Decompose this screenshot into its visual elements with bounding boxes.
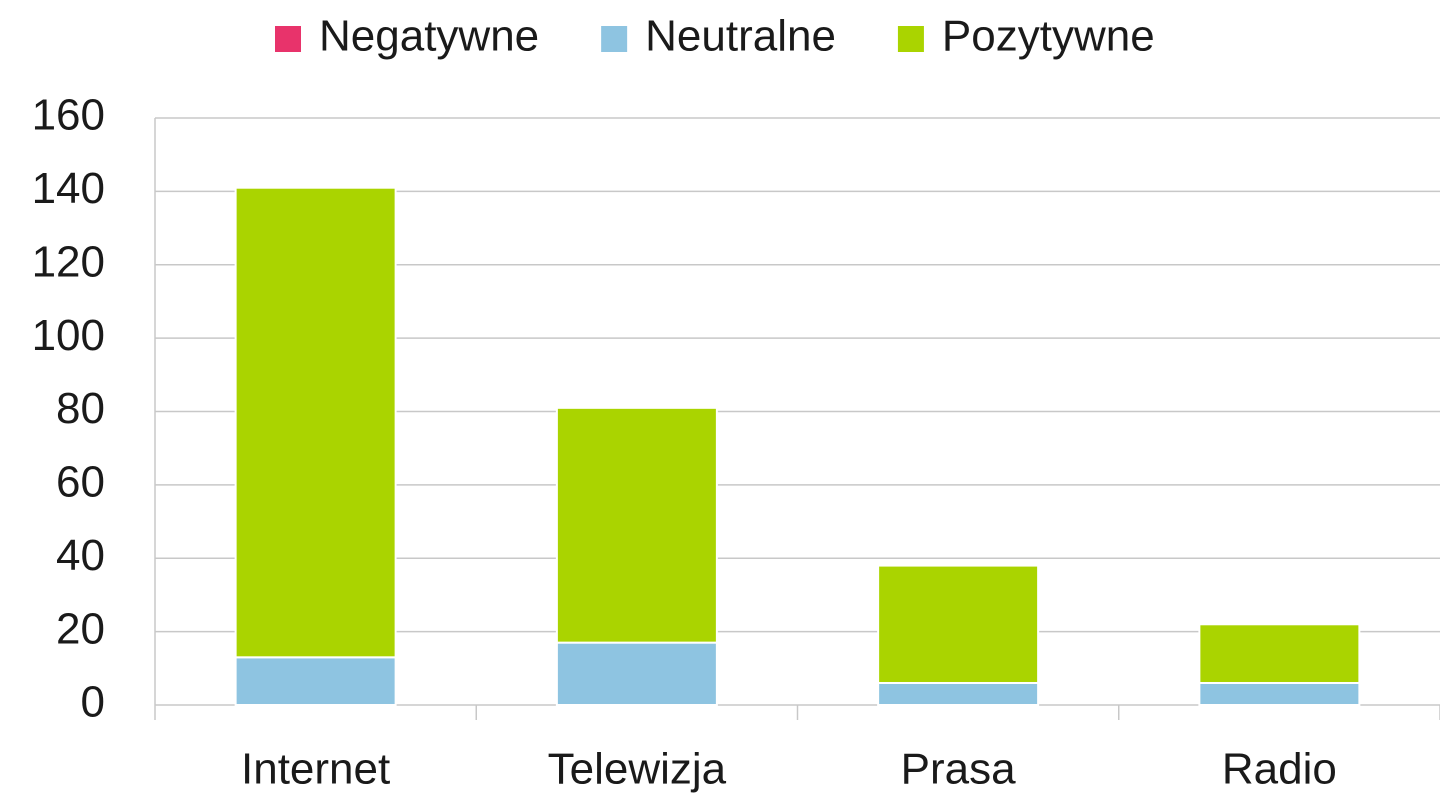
y-tick-label: 140 — [32, 164, 105, 213]
y-tick-label: 0 — [81, 678, 105, 727]
x-tick-label: Internet — [241, 745, 390, 794]
legend-label: Pozytywne — [942, 12, 1155, 61]
bar-segment — [555, 641, 718, 706]
y-tick-label: 20 — [56, 604, 105, 653]
legend-swatch — [275, 26, 301, 52]
legend-label: Neutralne — [645, 12, 836, 61]
y-tick-label: 100 — [32, 311, 105, 360]
x-tick-label: Prasa — [901, 745, 1016, 794]
bar-segment — [234, 656, 397, 707]
bar-segment — [877, 564, 1040, 684]
y-tick-label: 160 — [32, 91, 105, 140]
x-tick-label: Radio — [1222, 745, 1337, 794]
legend-swatch — [601, 26, 628, 52]
bar-segment — [1198, 681, 1361, 706]
legend-label: Negatywne — [319, 12, 539, 61]
bar-segment — [234, 186, 397, 659]
bar-segment — [1198, 623, 1361, 684]
y-tick-label: 40 — [56, 531, 105, 580]
bar-segment — [555, 406, 718, 644]
y-tick-label: 120 — [32, 237, 105, 286]
bar-segment — [877, 681, 1040, 706]
y-tick-label: 60 — [56, 458, 105, 507]
x-tick-label: Telewizja — [548, 745, 727, 794]
legend-swatch — [897, 26, 924, 52]
y-tick-label: 80 — [56, 384, 105, 433]
